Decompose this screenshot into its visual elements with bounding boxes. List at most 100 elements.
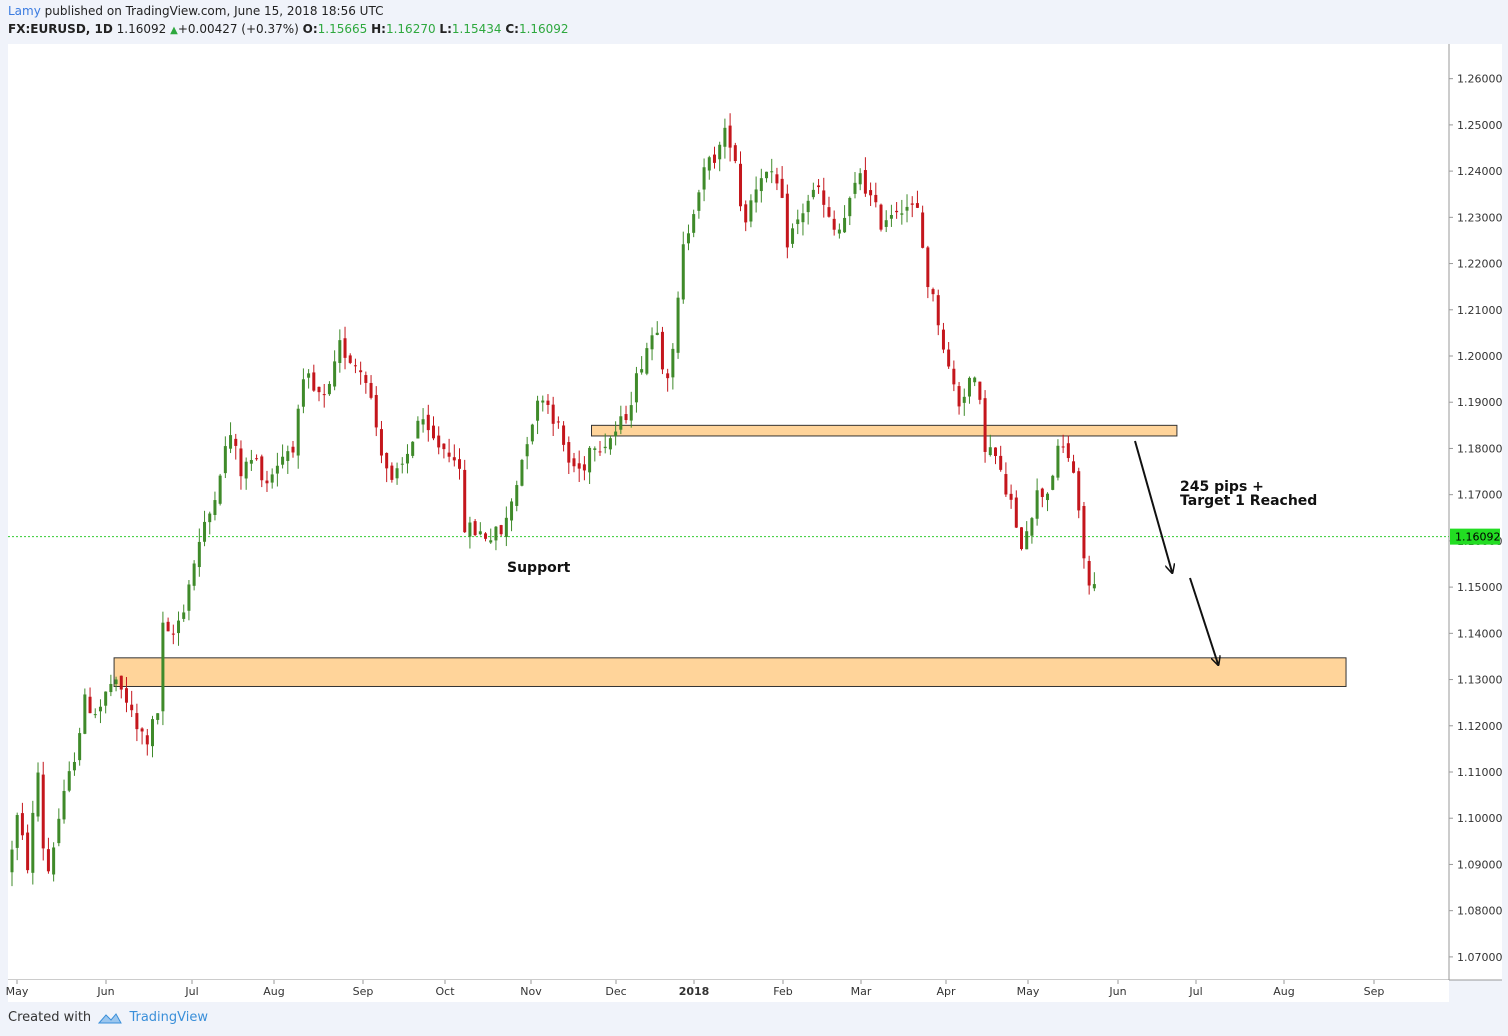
y-tick-label: 1.20000 (1457, 350, 1503, 363)
open-label: O: (302, 22, 318, 36)
candle-body (150, 719, 154, 747)
candle-body (213, 500, 217, 515)
up-arrow-icon: ▲ (170, 25, 178, 36)
x-tick-label: Aug (1273, 985, 1294, 998)
candle-body (104, 691, 108, 706)
low-label: L: (439, 22, 452, 36)
candle-body (109, 683, 113, 693)
candle-body (749, 200, 753, 222)
candle-body (536, 400, 540, 421)
support-label: Support (507, 560, 571, 576)
candle-body (192, 563, 196, 586)
candle-body (234, 438, 238, 446)
candle-body (973, 377, 977, 383)
candle-body (442, 443, 446, 450)
candle-body (395, 468, 399, 479)
candle-body (145, 735, 149, 745)
candle-body (608, 438, 612, 450)
candle-body (374, 394, 378, 428)
x-tick-label: Jul (1188, 985, 1202, 998)
published-text: published on TradingView.com, June 15, 2… (44, 4, 384, 18)
candle-body (255, 458, 259, 460)
candle-body (135, 713, 139, 730)
candle-body (889, 214, 893, 219)
candle-body (489, 540, 493, 543)
ohlc-line: FX:EURUSD, 1D 1.16092 ▲+0.00427 (+0.37%)… (8, 22, 569, 36)
candle-body (36, 772, 40, 817)
candle-body (926, 247, 930, 288)
target-zone (113, 657, 1347, 687)
candle-body (20, 813, 24, 836)
candle-body (223, 446, 227, 474)
current-price-tag-text: 1.16092 (1455, 531, 1501, 544)
candle-body (338, 340, 342, 364)
candle-body (1077, 471, 1081, 511)
candle-body (733, 145, 737, 162)
x-tick-label: Aug (263, 985, 284, 998)
candle-body (229, 435, 233, 449)
candle-body (593, 448, 597, 450)
candle-body (333, 361, 337, 387)
target-label-2: Target 1 Reached (1180, 493, 1317, 509)
y-tick-label: 1.11000 (1457, 766, 1503, 779)
candle-body (686, 233, 690, 244)
candle-body (546, 400, 550, 405)
candle-body (666, 373, 670, 379)
candle-body (879, 204, 883, 230)
high-label: H: (371, 22, 386, 36)
candle-body (624, 414, 628, 421)
candle-body (307, 373, 311, 378)
candle-body (473, 521, 477, 536)
candle-body (10, 849, 14, 873)
candle-body (577, 463, 581, 469)
candle-body (1082, 505, 1086, 559)
y-tick-label: 1.08000 (1457, 905, 1503, 918)
candle-body (900, 213, 904, 215)
created-with-text: Created with (8, 1010, 92, 1025)
candle-body (203, 521, 207, 542)
candle-body (525, 444, 529, 457)
candle-body (681, 244, 685, 300)
candle-body (348, 355, 352, 363)
candle-body (634, 373, 638, 403)
low-value: 1.15434 (451, 22, 502, 36)
candle-body (1020, 527, 1024, 550)
x-tick-label: Jun (1108, 985, 1126, 998)
candle-body (52, 847, 56, 875)
candle-body (281, 456, 285, 465)
candle-body (437, 435, 441, 448)
price-axis-area (1449, 44, 1502, 980)
x-tick-label: Sep (1364, 985, 1385, 998)
candle-body (161, 622, 165, 712)
y-tick-label: 1.14000 (1457, 627, 1503, 640)
high-value: 1.16270 (385, 22, 436, 36)
author-link[interactable]: Lamy (8, 4, 41, 18)
candle-body (421, 419, 425, 425)
candle-body (728, 125, 732, 148)
candle-body (603, 446, 607, 449)
y-tick-label: 1.19000 (1457, 396, 1503, 409)
candle-body (551, 404, 555, 424)
candle-body (343, 338, 347, 358)
tradingview-brand-link[interactable]: TradingView (129, 1010, 208, 1025)
candle-body (660, 331, 664, 370)
candle-body (988, 447, 992, 455)
candle-body (88, 696, 92, 714)
candle-body (895, 210, 899, 213)
candle-body (785, 193, 789, 248)
plot-area (8, 44, 1449, 980)
y-tick-label: 1.25000 (1457, 119, 1503, 132)
candle-body (239, 448, 243, 477)
candle-body (1072, 461, 1076, 473)
x-axis-ticks: May Jun Jul Aug Sep Oct Nov Dec 2018 Feb Mar Apr May… (6, 980, 1385, 998)
x-tick-label: May (1017, 985, 1040, 998)
candle-body (270, 474, 274, 483)
candle-body (458, 459, 462, 469)
arrow-1 (1134, 440, 1172, 572)
zones-layer (113, 424, 1347, 687)
candle-body (249, 460, 253, 464)
candle-body (78, 733, 82, 761)
candle-body (952, 368, 956, 385)
candle-body (182, 612, 186, 619)
